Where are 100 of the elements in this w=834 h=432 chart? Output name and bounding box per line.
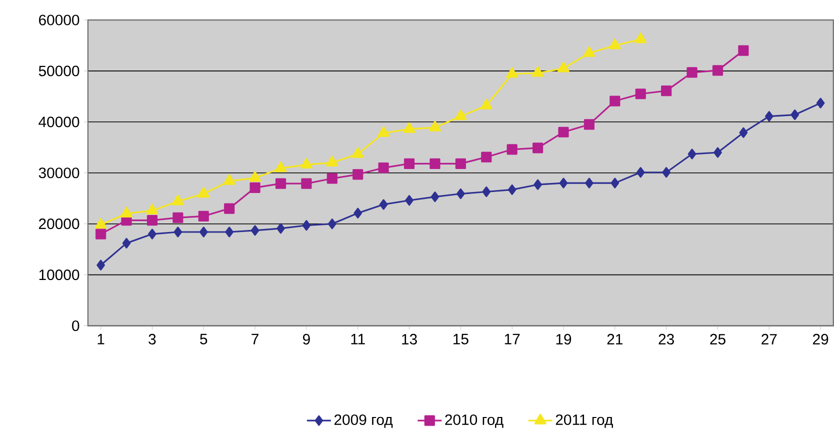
point (430, 158, 440, 170)
point (352, 169, 364, 180)
point (300, 158, 312, 169)
point (172, 194, 184, 206)
x-tick-label: 13 (402, 334, 417, 345)
point (301, 178, 312, 190)
point (532, 66, 544, 77)
x-tick-label: 29 (813, 334, 828, 345)
point (120, 207, 132, 218)
point (326, 156, 338, 167)
point (481, 152, 492, 163)
point (328, 218, 336, 230)
point (96, 260, 105, 271)
point (456, 188, 465, 200)
x-tick-label: 21 (607, 334, 622, 345)
point (94, 218, 107, 229)
point (379, 199, 388, 210)
legend-label: 2011 год (556, 414, 613, 428)
point (198, 187, 210, 198)
point (250, 182, 260, 194)
point (610, 178, 620, 189)
point (608, 38, 621, 50)
x-tick-label: 23 (658, 334, 674, 345)
point (198, 211, 209, 222)
y-tick-label: 10000 (39, 270, 80, 280)
point (662, 167, 670, 178)
point (378, 126, 390, 138)
point (352, 147, 364, 158)
point (739, 127, 748, 138)
point (354, 208, 362, 219)
point (146, 215, 158, 226)
legend-label: 2009 год (334, 414, 393, 428)
point (378, 162, 389, 174)
point (764, 111, 774, 122)
y-tick-label: 50000 (38, 66, 80, 76)
point (454, 110, 467, 120)
point (790, 110, 800, 120)
point (585, 178, 594, 189)
x-tick-label: 3 (148, 334, 156, 345)
point (428, 120, 441, 132)
point (558, 126, 569, 138)
point (584, 119, 594, 130)
legend-label: 2010 год (445, 414, 504, 428)
point (816, 98, 825, 109)
point (122, 238, 131, 249)
x-tick-label: 25 (710, 334, 726, 345)
point (403, 122, 416, 133)
point (274, 162, 287, 172)
y-tick-label: 20000 (39, 218, 80, 230)
point (686, 67, 698, 78)
point (534, 179, 542, 190)
point (688, 148, 696, 160)
point (661, 86, 672, 96)
point (583, 46, 596, 58)
x-tick-label: 15 (454, 334, 468, 344)
point (199, 226, 208, 238)
point (326, 173, 338, 184)
point (532, 142, 544, 154)
point (480, 98, 492, 110)
x-tick-label: 1 (98, 334, 104, 344)
point (738, 45, 749, 56)
point (249, 171, 262, 182)
point (558, 62, 570, 72)
x-tick-label: 11 (351, 334, 365, 344)
point (714, 147, 722, 158)
y-tick-label: 0 (72, 320, 80, 332)
point (302, 220, 311, 231)
point (634, 32, 647, 44)
point (148, 228, 156, 240)
point (275, 178, 286, 190)
point (506, 144, 518, 155)
point (276, 223, 285, 234)
x-tick-label: 9 (302, 334, 310, 345)
x-tick-label: 5 (200, 334, 208, 344)
point (250, 225, 260, 236)
y-tick-label: 40000 (38, 116, 80, 128)
point (559, 178, 568, 189)
point (225, 226, 234, 238)
x-tick-label: 27 (762, 334, 777, 345)
y-tick-label: 60000 (39, 14, 80, 26)
point (146, 204, 158, 215)
point (455, 158, 466, 170)
y-tick-label: 30000 (38, 168, 80, 178)
point (223, 174, 236, 185)
point (712, 65, 724, 76)
point (172, 212, 184, 224)
point (610, 96, 620, 106)
point (174, 226, 182, 238)
point (405, 195, 414, 206)
point (224, 203, 235, 214)
point (636, 167, 645, 178)
x-tick-label: 17 (504, 334, 520, 344)
point (96, 228, 106, 240)
x-tick-label: 19 (556, 334, 572, 345)
point (506, 67, 518, 78)
point (430, 192, 440, 202)
point (508, 184, 516, 196)
point (404, 158, 415, 170)
point (635, 88, 646, 100)
x-tick-label: 7 (252, 334, 258, 344)
